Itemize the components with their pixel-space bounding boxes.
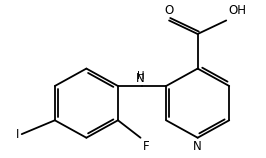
Text: H: H <box>137 71 144 81</box>
Text: N: N <box>193 140 202 153</box>
Text: F: F <box>143 140 149 153</box>
Text: N: N <box>136 72 145 85</box>
Text: OH: OH <box>228 4 247 17</box>
Text: I: I <box>16 128 19 141</box>
Text: O: O <box>164 4 174 17</box>
